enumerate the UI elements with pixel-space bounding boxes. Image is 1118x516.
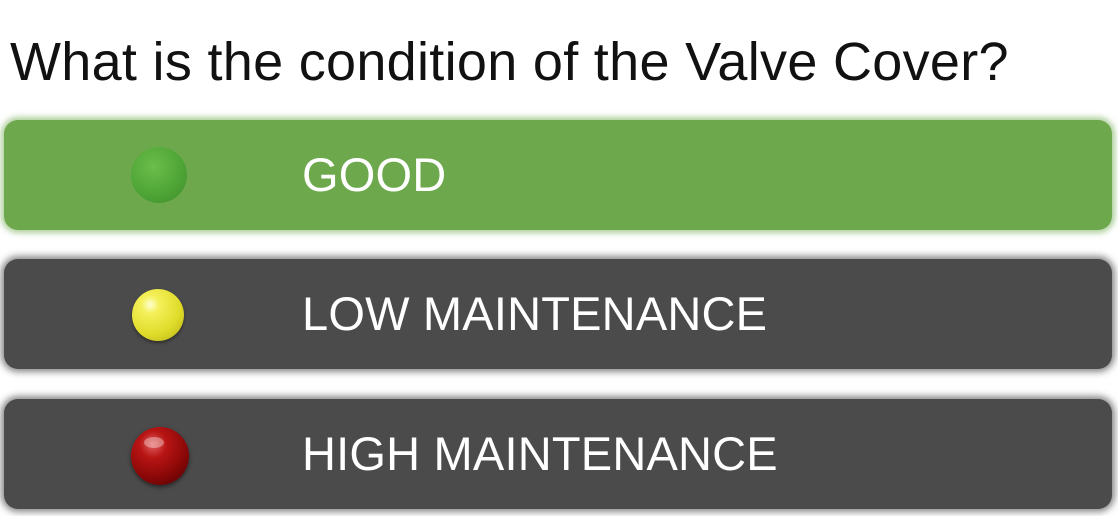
option-high-maintenance-button[interactable]: HIGH MAINTENANCE (4, 399, 1112, 509)
red-dot-icon (131, 427, 189, 485)
question-title: What is the condition of the Valve Cover… (10, 32, 1009, 92)
option-high-maintenance-label: HIGH MAINTENANCE (302, 427, 778, 480)
option-good-label: GOOD (302, 148, 447, 201)
option-low-maintenance-button[interactable]: LOW MAINTENANCE (4, 259, 1112, 369)
option-good-button[interactable]: GOOD (4, 120, 1112, 230)
green-dot-icon (131, 147, 187, 203)
yellow-dot-icon (132, 289, 184, 341)
option-low-maintenance-label: LOW MAINTENANCE (302, 287, 768, 340)
